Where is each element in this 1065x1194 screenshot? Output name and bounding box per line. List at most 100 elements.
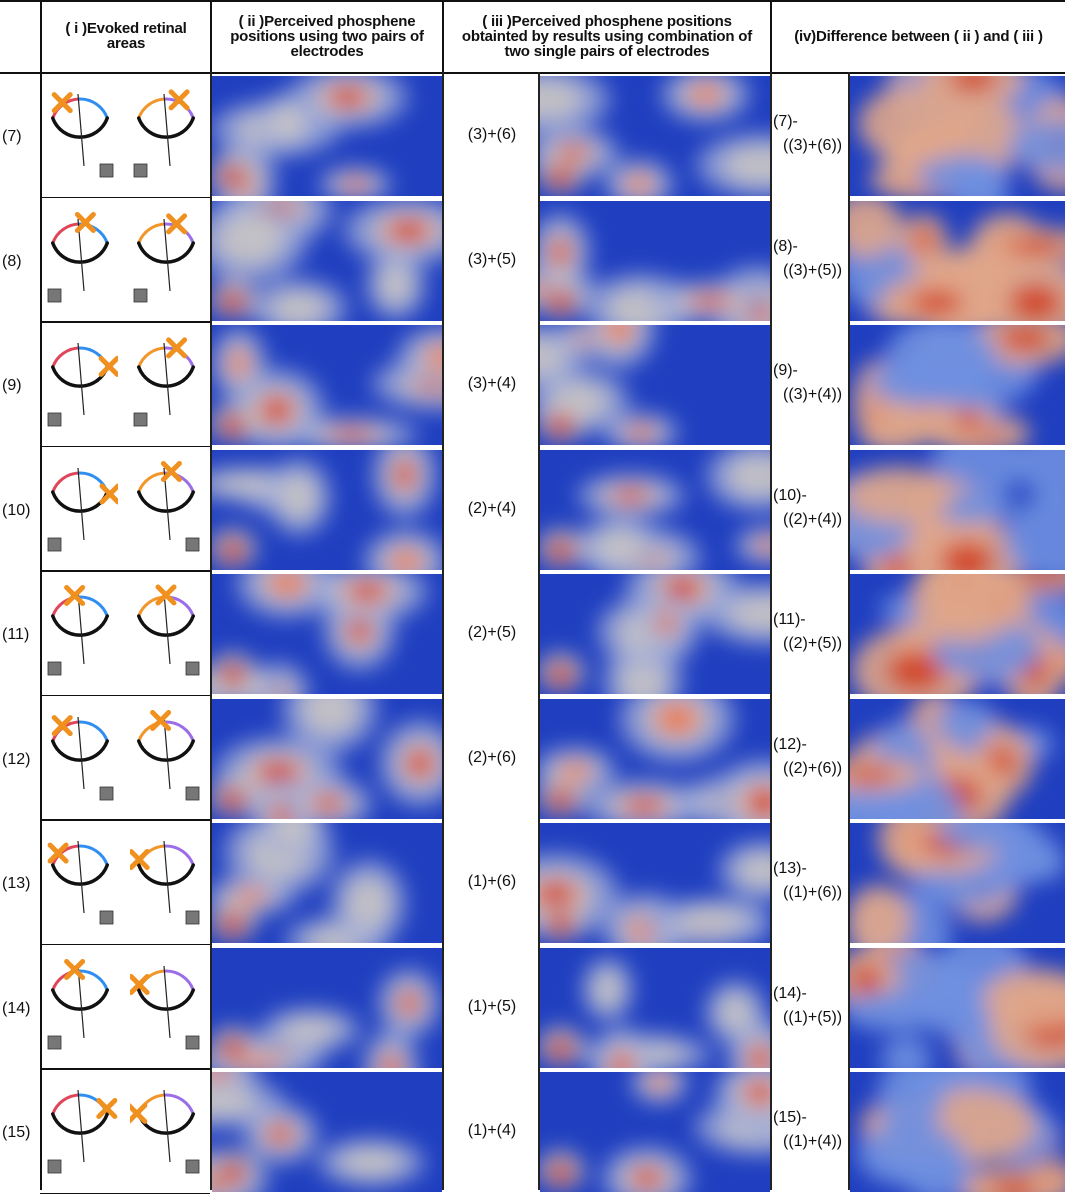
eye-diagram-right	[130, 333, 204, 434]
row-separator	[40, 819, 210, 821]
heatmap-combination	[540, 76, 770, 196]
header-difference: (iv)Difference between ( ii ) and ( iii …	[772, 0, 1065, 72]
rule-v-body-4	[770, 72, 772, 1190]
header-evoked-retinal-areas: ( i )Evoked retinal areas	[42, 0, 210, 72]
difference-label: (11)-((2)+(5))	[773, 608, 849, 656]
difference-label-line1: (14)-	[773, 982, 849, 1006]
difference-label-line2: ((2)+(6))	[773, 757, 849, 781]
heatmap-difference	[850, 948, 1065, 1068]
difference-label-line2: ((3)+(5))	[773, 259, 849, 283]
combination-label: (3)+(5)	[444, 251, 540, 269]
rule-v-body-5	[848, 72, 850, 1190]
difference-label: (9)-((3)+(4))	[773, 359, 849, 407]
difference-label: (10)-((2)+(4))	[773, 484, 849, 532]
difference-label-line1: (9)-	[773, 359, 849, 383]
row-label: (8)	[2, 253, 22, 271]
heatmap-combination	[540, 948, 770, 1068]
difference-label-line1: (12)-	[773, 733, 849, 757]
row-label: (7)	[2, 128, 22, 146]
row-separator	[40, 695, 210, 697]
eye-diagram-left	[44, 333, 118, 434]
eye-diagram-left	[44, 956, 118, 1057]
row-separator	[40, 944, 210, 946]
eye-diagram-right	[130, 209, 204, 310]
heatmap-two-pairs	[212, 325, 442, 445]
rule-v-body-3	[538, 72, 540, 1190]
difference-label-line1: (11)-	[773, 608, 849, 632]
difference-label-line2: ((2)+(4))	[773, 508, 849, 532]
heatmap-difference	[850, 574, 1065, 694]
heatmap-combination	[540, 574, 770, 694]
heatmap-combination	[540, 1072, 770, 1192]
difference-label-line1: (8)-	[773, 235, 849, 259]
row-separator	[40, 1068, 210, 1070]
row-separator	[40, 197, 210, 199]
row-label: (12)	[2, 751, 30, 769]
heatmap-two-pairs	[212, 948, 442, 1068]
combination-label: (1)+(4)	[444, 1122, 540, 1140]
heatmap-difference	[850, 699, 1065, 819]
eye-diagram-left	[44, 582, 118, 683]
difference-label-line1: (10)-	[773, 484, 849, 508]
rule-v-3	[770, 0, 772, 72]
eye-diagram-left	[44, 84, 118, 185]
heatmap-combination	[540, 699, 770, 819]
row-separator	[40, 446, 210, 448]
heatmap-two-pairs	[212, 201, 442, 321]
header-perceived-combination: ( iii )Perceived phosphene positions obt…	[444, 0, 770, 72]
eye-diagram-right	[130, 458, 204, 559]
difference-label-line2: ((3)+(4))	[773, 383, 849, 407]
combination-label: (3)+(4)	[444, 375, 540, 393]
row-separator	[40, 321, 210, 323]
heatmap-difference	[850, 76, 1065, 196]
eye-diagram-right	[130, 582, 204, 683]
heatmap-difference	[850, 1072, 1065, 1192]
difference-label-line1: (15)-	[773, 1106, 849, 1130]
difference-label-line1: (13)-	[773, 857, 849, 881]
eye-diagram-left	[44, 707, 118, 808]
difference-label-line2: ((3)+(6))	[773, 134, 849, 158]
difference-label: (7)-((3)+(6))	[773, 110, 849, 158]
difference-label-line2: ((1)+(6))	[773, 881, 849, 905]
combination-label: (1)+(5)	[444, 998, 540, 1016]
difference-label: (13)-((1)+(6))	[773, 857, 849, 905]
row-label: (9)	[2, 377, 22, 395]
combination-label: (1)+(6)	[444, 873, 540, 891]
row-label: (11)	[2, 626, 29, 644]
combination-label: (2)+(4)	[444, 500, 540, 518]
rule-v-0	[40, 0, 42, 1190]
rule-h-header	[0, 0, 1065, 2]
eye-diagram-left	[44, 209, 118, 310]
heatmap-two-pairs	[212, 574, 442, 694]
difference-label: (8)-((3)+(5))	[773, 235, 849, 283]
heatmap-difference	[850, 325, 1065, 445]
eye-diagram-right	[130, 707, 204, 808]
combination-label: (2)+(5)	[444, 624, 540, 642]
difference-label-line2: ((1)+(4))	[773, 1130, 849, 1154]
difference-label: (14)-((1)+(5))	[773, 982, 849, 1030]
rule-h-header-bottom	[0, 72, 1065, 74]
combination-label: (3)+(6)	[444, 126, 540, 144]
heatmap-two-pairs	[212, 450, 442, 570]
heatmap-combination	[540, 450, 770, 570]
eye-diagram-right	[130, 1080, 204, 1181]
rule-v-body-2	[442, 72, 444, 1190]
eye-diagram-right	[130, 84, 204, 185]
row-label: (10)	[2, 502, 30, 520]
eye-diagram-right	[130, 831, 204, 932]
heatmap-two-pairs	[212, 823, 442, 943]
row-separator	[40, 570, 210, 572]
heatmap-difference	[850, 450, 1065, 570]
eye-diagram-left	[44, 458, 118, 559]
heatmap-difference	[850, 823, 1065, 943]
difference-label-line2: ((1)+(5))	[773, 1006, 849, 1030]
row-label: (13)	[2, 875, 30, 893]
rule-v-2	[442, 0, 444, 72]
row-label: (14)	[2, 1000, 30, 1018]
combination-label: (2)+(6)	[444, 749, 540, 767]
difference-label-line1: (7)-	[773, 110, 849, 134]
heatmap-combination	[540, 325, 770, 445]
heatmap-combination	[540, 823, 770, 943]
difference-label-line2: ((2)+(5))	[773, 632, 849, 656]
